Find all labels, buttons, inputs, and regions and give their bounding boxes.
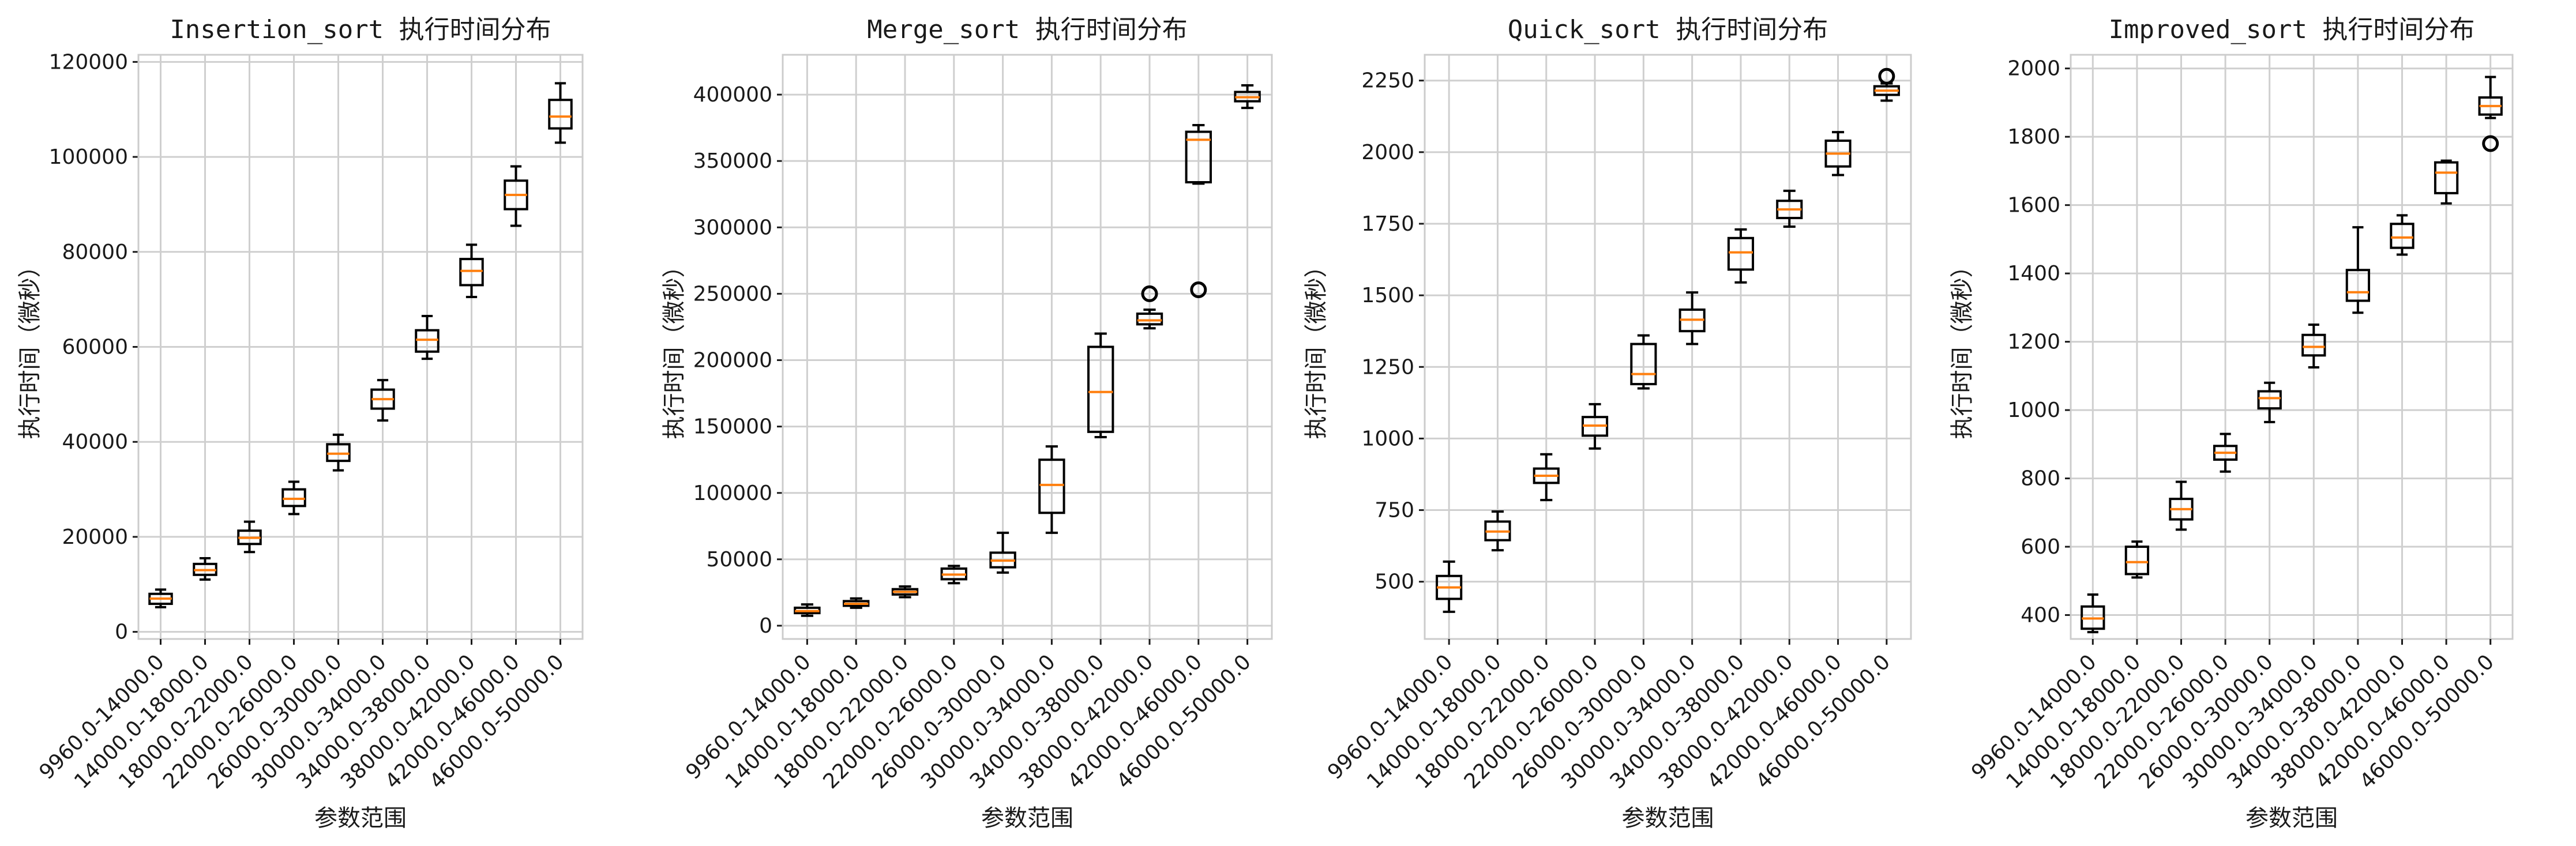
y-tick-label: 600 [2021,535,2060,559]
y-tick-label: 100000 [49,145,128,169]
box-2 [1485,512,1509,550]
box-2 [844,599,868,608]
chart-title: Merge_sort 执行时间分布 [867,15,1187,44]
box-8 [1777,191,1801,227]
box-5 [990,533,1015,573]
y-axis-label: 执行时间（微秒） [17,255,43,439]
chart-title: Insertion_sort 执行时间分布 [170,15,551,44]
y-tick-label: 1000 [2007,398,2060,422]
chart-4: 400 600 800 1000 1200 1400 1600 1800 2000 Improve… [1949,15,2513,832]
x-axis-label: 参数范围 [314,805,407,832]
y-tick-label: 40000 [62,430,128,454]
y-axis-label: 执行时间（微秒） [1949,255,1976,439]
y-tick-label: 400 [2021,604,2060,627]
y-tick-label: 1400 [2007,262,2060,285]
y-tick-label: 2250 [1361,69,1414,93]
y-tick-label: 400000 [693,83,772,107]
x-axis-label: 参数范围 [2245,805,2338,832]
y-tick-label: 1750 [1361,212,1414,236]
y-tick-label: 50000 [706,548,772,571]
y-tick-label: 200000 [693,349,772,373]
box-10 [1235,85,1259,108]
box-4 [1583,404,1607,449]
chart-2: 0 50000 100000 150000 200000 250000 300000 3500… [661,15,1272,832]
chart-1: 0 20000 40000 60000 80000 100000 120000 Inserti… [17,15,583,832]
box-3 [238,522,261,552]
y-tick-label: 0 [115,621,128,644]
y-tick-label: 750 [1375,499,1414,522]
y-tick-label: 800 [2021,467,2060,491]
box-7 [2347,227,2369,313]
x-axis-label: 参数范围 [981,805,1073,832]
y-tick-label: 1250 [1361,355,1414,379]
y-tick-label: 1500 [1361,284,1414,307]
y-tick-label: 500 [1375,570,1414,594]
y-tick-label: 60000 [62,336,128,359]
y-tick-label: 2000 [1361,141,1414,164]
y-tick-label: 300000 [693,216,772,239]
y-tick-label: 350000 [693,149,772,173]
x-axis-label: 参数范围 [1622,805,1714,832]
y-tick-label: 1800 [2007,125,2060,149]
y-tick-label: 120000 [49,50,128,74]
box-4 [942,566,966,583]
y-tick-label: 1200 [2007,330,2060,354]
y-tick-label: 1000 [1361,427,1414,450]
y-tick-label: 150000 [693,415,772,439]
y-axis-label: 执行时间（微秒） [1303,255,1330,439]
y-tick-label: 0 [759,614,772,638]
box-4 [2214,434,2236,472]
y-tick-label: 100000 [693,482,772,505]
y-axis-label: 执行时间（微秒） [661,255,688,439]
chart-title: Quick_sort 执行时间分布 [1508,15,1828,44]
chart-title: Improved_sort 执行时间分布 [2109,15,2475,44]
y-tick-label: 2000 [2007,57,2060,81]
box-3 [893,586,917,597]
y-tick-label: 250000 [693,282,772,306]
box-1 [1437,562,1461,612]
y-tick-label: 20000 [62,525,128,549]
chart-3: 500 750 1000 1250 1500 1750 2000 2250 Quick_sort… [1303,15,1911,832]
box-1 [795,604,819,616]
y-tick-label: 80000 [62,240,128,264]
box-1 [149,589,172,607]
box-9 [1826,132,1850,175]
y-tick-label: 1600 [2007,194,2060,217]
box-4 [283,482,305,514]
box-6 [2303,325,2325,367]
